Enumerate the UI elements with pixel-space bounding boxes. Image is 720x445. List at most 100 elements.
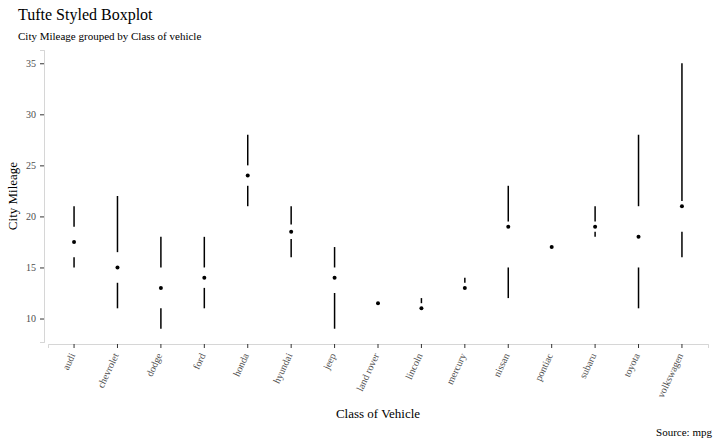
tufte-box: [289, 206, 293, 257]
x-tick-mark: [204, 344, 205, 348]
tufte-box: [419, 298, 423, 310]
median-point: [637, 235, 641, 239]
tufte-box: [202, 237, 206, 308]
lower-whisker: [117, 283, 119, 309]
x-tick-label: dodge: [144, 351, 165, 378]
upper-whisker: [247, 135, 249, 166]
lower-whisker: [160, 308, 162, 328]
tufte-box: [159, 237, 163, 329]
lower-whisker: [290, 239, 292, 257]
y-tick-label: 20: [26, 211, 36, 222]
tufte-box: [550, 245, 554, 249]
y-tick-mark: [40, 114, 44, 115]
median-point: [333, 276, 337, 280]
median-point: [115, 265, 119, 269]
x-tick: toyota: [621, 344, 642, 379]
median-point: [463, 286, 467, 290]
tufte-box: [246, 135, 250, 206]
y-tick-mark: [40, 319, 44, 320]
x-tick-mark: [334, 344, 335, 348]
x-tick: land rover: [354, 344, 382, 393]
median-point: [680, 204, 684, 208]
lower-whisker: [73, 257, 75, 267]
x-tick-mark: [117, 344, 118, 348]
y-tick: 15: [26, 262, 44, 273]
upper-whisker: [464, 278, 466, 283]
median-point: [289, 230, 293, 234]
x-tick-mark: [291, 344, 292, 348]
upper-whisker: [421, 298, 423, 303]
upper-whisker: [334, 247, 336, 267]
x-tick-mark: [551, 344, 552, 348]
x-tick-label: pontiac: [533, 351, 556, 383]
median-point: [593, 225, 597, 229]
upper-whisker: [508, 186, 510, 222]
median-point: [419, 306, 423, 310]
x-tick: jeep: [320, 344, 337, 372]
y-tick-mark: [40, 216, 44, 217]
y-tick-mark: [40, 63, 44, 64]
x-axis-title: Class of Vehicle: [336, 406, 420, 421]
tufte-box: [72, 206, 76, 267]
x-tick-mark: [508, 344, 509, 348]
x-tick-label: toyota: [621, 351, 642, 379]
x-tick-label: nissan: [491, 351, 512, 378]
x-tick: dodge: [144, 344, 165, 378]
lower-whisker: [638, 267, 640, 308]
x-tick-label: honda: [231, 351, 252, 378]
y-tick-label: 25: [26, 160, 36, 171]
tufte-box: [376, 301, 380, 305]
plot-area: 101520253035audichevroletdodgefordhondah…: [26, 51, 709, 400]
x-tick: volkswagen: [655, 344, 685, 399]
lower-whisker: [508, 267, 510, 298]
y-tick: 10: [26, 313, 44, 324]
median-point: [550, 245, 554, 249]
lower-whisker: [681, 232, 683, 258]
x-tick-mark: [595, 344, 596, 348]
x-tick-mark: [638, 344, 639, 348]
title: Tufte Styled Boxplot: [18, 6, 153, 24]
tufte-box: [115, 196, 119, 308]
upper-whisker: [160, 237, 162, 268]
y-tick-label: 35: [26, 58, 36, 69]
x-axis-line: [49, 345, 709, 349]
x-tick-label: jeep: [320, 351, 337, 372]
y-tick-mark: [40, 165, 44, 166]
x-tick-mark: [378, 344, 379, 348]
upper-whisker: [117, 196, 119, 252]
chart: 101520253035audichevroletdodgefordhondah…: [0, 0, 720, 445]
x-tick: chevrolet: [95, 344, 121, 390]
x-tick: lincoln: [403, 344, 425, 381]
y-tick-label: 30: [26, 109, 36, 120]
x-tick-label: chevrolet: [95, 351, 121, 390]
x-tick: mercury: [444, 344, 468, 386]
median-point: [376, 301, 380, 305]
y-axis: 10 15 20 25 30 35: [26, 51, 45, 343]
upper-whisker: [594, 206, 596, 221]
upper-whisker: [290, 206, 292, 224]
x-tick: ford: [191, 344, 208, 371]
y-axis-title: City Mileage: [5, 162, 20, 230]
median-point: [246, 174, 250, 178]
y-tick-mark: [40, 267, 44, 268]
upper-whisker: [638, 135, 640, 206]
x-tick-label: subaru: [577, 351, 598, 380]
y-tick: 35: [26, 58, 44, 69]
lower-whisker: [334, 293, 336, 329]
caption: Source: mpg: [656, 426, 712, 438]
tufte-box: [333, 247, 337, 329]
x-tick-mark: [74, 344, 75, 348]
median-point: [72, 240, 76, 244]
y-tick-label: 15: [26, 262, 36, 273]
lower-whisker: [247, 186, 249, 206]
x-axis: audichevroletdodgefordhondahyundaijeepla…: [49, 344, 709, 399]
x-tick-label: lincoln: [403, 351, 425, 381]
y-tick: 30: [26, 109, 44, 120]
x-tick: audi: [60, 344, 77, 372]
x-tick-label: volkswagen: [655, 351, 685, 399]
y-axis-line: [40, 51, 45, 343]
y-tick: 25: [26, 160, 44, 171]
upper-whisker: [204, 237, 206, 268]
tufte-box: [680, 63, 684, 257]
y-tick: 20: [26, 211, 44, 222]
